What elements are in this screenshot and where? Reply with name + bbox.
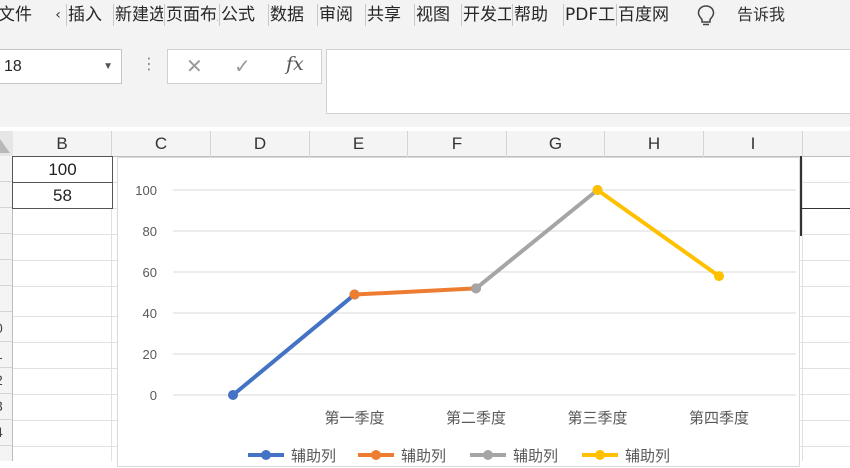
tab-3[interactable]: 页面布局 (166, 5, 218, 25)
tell-me-label[interactable]: 告诉我 (737, 5, 786, 24)
check-icon[interactable]: ✓ (234, 54, 251, 78)
x-tick-label: 第三季度 (567, 409, 627, 427)
tab-separator (317, 4, 318, 26)
column-header-c[interactable]: C (112, 131, 211, 156)
lightbulb-icon[interactable] (694, 3, 718, 29)
data-point-1-0 (349, 289, 360, 300)
row-header[interactable] (0, 260, 12, 286)
row-header[interactable]: 2 (0, 368, 12, 394)
tab-separator (414, 4, 415, 26)
tab-2[interactable]: 新建选项卡 (115, 5, 163, 25)
column-header-i[interactable]: I (704, 131, 803, 156)
row-header[interactable]: 3 (0, 394, 12, 420)
close-icon[interactable]: ✕ (186, 54, 203, 78)
drag-handle-icon[interactable]: ⋮ (141, 54, 157, 73)
tab-separator (616, 4, 617, 26)
grid-line (802, 156, 803, 461)
tab-11[interactable]: PDF工具集 (565, 5, 615, 25)
grid-line (111, 156, 112, 461)
row-header[interactable] (0, 286, 12, 312)
tab-8[interactable]: 视图 (416, 5, 450, 25)
row-header[interactable] (0, 208, 12, 234)
column-header-d[interactable]: D (211, 131, 310, 156)
x-tick-label: 第二季度 (446, 409, 506, 427)
tab-separator (461, 4, 462, 26)
formula-buttons: ✕ ✓ fx (167, 49, 322, 84)
column-header-f[interactable]: F (408, 131, 507, 156)
y-tick-label: 100 (135, 183, 157, 198)
cell-border-fragment (800, 156, 802, 236)
tab-0[interactable]: 文件 (0, 5, 32, 25)
row-header[interactable] (0, 234, 12, 260)
tab-6[interactable]: 审阅 (319, 5, 353, 25)
y-tick-label: 0 (150, 388, 157, 403)
row-header[interactable] (0, 182, 12, 208)
tab-separator (512, 4, 513, 26)
chevron-left-icon[interactable]: ‹ (55, 7, 61, 23)
x-tick-label: 第四季度 (689, 409, 749, 427)
ribbon-tab-bar: 文件插入新建选项卡页面布局公式数据审阅共享视图开发工具帮助PDF工具集百度网盘 … (0, 0, 850, 32)
tab-5[interactable]: 数据 (270, 5, 304, 25)
legend-entry: 辅助列 (513, 447, 558, 465)
column-header-row: B C D E F G H I (0, 131, 850, 157)
line-chart[interactable]: 0 20 40 60 80 100 第一季度 第二季度 第三季度 第四季度辅助列 辅助列 辅助列 辅助列 (117, 157, 800, 467)
data-point-0-0 (228, 390, 238, 400)
legend-entry: 辅助列 (291, 447, 336, 465)
y-tick-label: 20 (143, 347, 157, 362)
data-point-3-0 (592, 185, 603, 195)
cell-b-row2[interactable]: 58 (12, 182, 113, 209)
series-line-1 (352, 286, 478, 297)
tab-1[interactable]: 插入 (68, 5, 102, 25)
cell-border-fragment (802, 208, 850, 209)
tab-9[interactable]: 开发工具 (463, 5, 511, 25)
row-header[interactable]: 0 (0, 316, 12, 342)
formula-input[interactable] (326, 49, 850, 114)
tab-separator (113, 4, 114, 26)
row-header[interactable]: 1 (0, 342, 12, 368)
insert-function-button[interactable]: fx (286, 53, 304, 75)
legend-swatch-marker (595, 450, 605, 460)
name-box-value: 18 (4, 58, 22, 75)
tab-separator (268, 4, 269, 26)
column-header-e[interactable]: E (310, 131, 408, 156)
row-header-column: 0 1 2 3 4 (0, 156, 13, 461)
series-line-3 (595, 188, 721, 279)
column-header-b[interactable]: B (13, 131, 112, 156)
legend-swatch-marker (483, 450, 493, 460)
cell-b-row1[interactable]: 100 (12, 156, 113, 183)
data-point-2-0 (471, 283, 481, 294)
select-all-triangle-icon (0, 139, 10, 153)
tab-12[interactable]: 百度网盘 (618, 5, 669, 25)
y-tick-label: 80 (143, 224, 157, 239)
y-tick-label: 60 (143, 265, 157, 280)
tab-separator (66, 4, 67, 26)
x-tick-label: 第一季度 (324, 409, 384, 427)
name-box[interactable]: 18 ▼ (0, 49, 122, 84)
series-line-2 (474, 188, 600, 291)
tab-separator (219, 4, 220, 26)
legend-entry: 辅助列 (625, 447, 670, 465)
tab-10[interactable]: 帮助 (514, 5, 548, 25)
row-header[interactable] (0, 156, 12, 182)
series-line-0 (231, 292, 357, 397)
tab-separator (365, 4, 366, 26)
tab-separator (164, 4, 165, 26)
tab-4[interactable]: 公式 (221, 5, 255, 25)
column-header-h[interactable]: H (605, 131, 704, 156)
tab-7[interactable]: 共享 (367, 5, 401, 25)
data-point-3-1 (714, 271, 724, 282)
column-header-g[interactable]: G (507, 131, 605, 156)
y-tick-label: 40 (143, 306, 157, 321)
tab-separator (563, 4, 564, 26)
row-header[interactable]: 4 (0, 420, 12, 446)
chevron-down-icon[interactable]: ▼ (103, 61, 113, 72)
legend-swatch-marker (371, 450, 381, 460)
legend-swatch-marker (261, 450, 271, 460)
legend-entry: 辅助列 (401, 447, 446, 465)
